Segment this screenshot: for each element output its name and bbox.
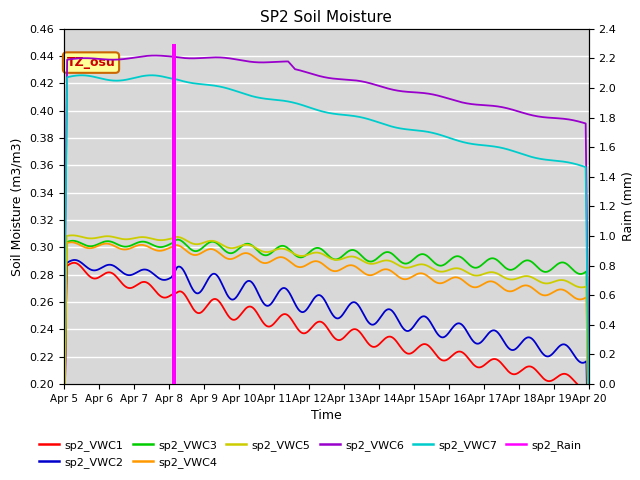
Y-axis label: Soil Moisture (m3/m3): Soil Moisture (m3/m3) <box>11 137 24 276</box>
Text: TZ_osu: TZ_osu <box>67 56 115 69</box>
X-axis label: Time: Time <box>311 409 342 422</box>
Y-axis label: Raim (mm): Raim (mm) <box>622 171 635 241</box>
Legend: sp2_VWC1, sp2_VWC2, sp2_VWC3, sp2_VWC4, sp2_VWC5, sp2_VWC6, sp2_VWC7, sp2_Rain: sp2_VWC1, sp2_VWC2, sp2_VWC3, sp2_VWC4, … <box>35 436 586 472</box>
Title: SP2 Soil Moisture: SP2 Soil Moisture <box>260 10 392 25</box>
Bar <box>172 44 176 384</box>
